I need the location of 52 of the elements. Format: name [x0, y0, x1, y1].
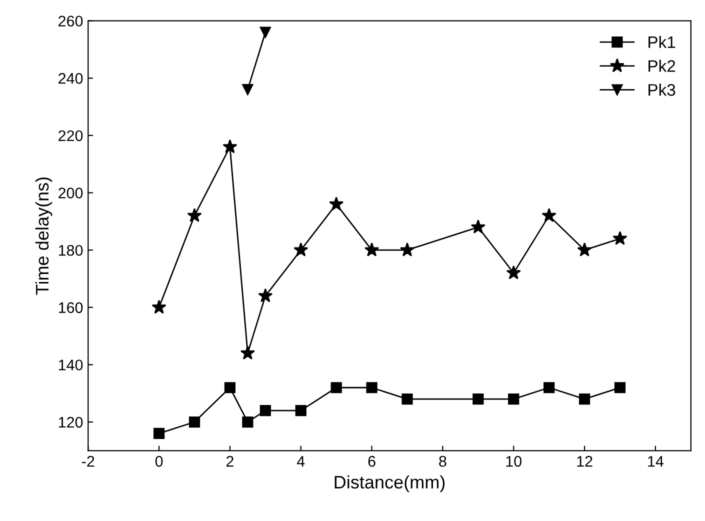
point	[544, 382, 555, 394]
point	[240, 346, 255, 360]
point	[400, 242, 415, 256]
legend-label: Pk3	[648, 84, 676, 96]
y-tick-label: 160	[58, 302, 83, 314]
y-tick-label: 200	[58, 188, 83, 198]
x-axis-title: Distance(mm)	[334, 475, 445, 492]
point	[153, 428, 165, 440]
point	[295, 404, 306, 416]
point	[364, 242, 380, 256]
point	[614, 382, 626, 394]
x-tick-label: 4	[296, 456, 305, 467]
y-tick-label: 140	[58, 360, 83, 370]
x-tick-label: 10	[506, 456, 522, 467]
x-tick-label: 2	[226, 456, 234, 467]
point	[242, 84, 254, 96]
point	[329, 196, 344, 211]
point	[260, 26, 271, 38]
x-tick-label: -2	[82, 456, 94, 467]
x-tick-label: 12	[577, 456, 592, 467]
point	[578, 394, 590, 405]
point	[472, 394, 484, 405]
legend-label: Pk1	[648, 36, 676, 48]
point	[506, 265, 521, 280]
x-tick-label: 8	[439, 456, 446, 467]
point	[470, 220, 486, 234]
point	[260, 404, 271, 416]
point	[242, 416, 254, 428]
x-tick-label: 14	[648, 456, 664, 467]
point	[577, 242, 592, 256]
point	[366, 382, 378, 394]
point	[222, 139, 238, 154]
y-axis-title: Time delay(ns)	[35, 178, 52, 295]
point	[258, 288, 273, 302]
y-tick-label: 240	[58, 73, 83, 84]
x-tick-label: 6	[368, 456, 376, 467]
point	[508, 394, 520, 405]
y-tick-label: 180	[58, 244, 83, 256]
y-tick-label: 120	[58, 416, 83, 428]
point	[330, 382, 342, 394]
legend-label: Pk2	[648, 60, 676, 72]
point	[402, 394, 413, 405]
point	[294, 242, 308, 256]
y-tick-label: 260	[58, 16, 83, 27]
y-tick-label: 220	[58, 130, 83, 142]
point	[224, 382, 236, 394]
point	[542, 208, 556, 222]
point	[187, 208, 202, 222]
point	[188, 416, 200, 428]
point	[612, 230, 628, 245]
x-tick-label: 0	[155, 456, 163, 467]
point	[152, 300, 166, 314]
